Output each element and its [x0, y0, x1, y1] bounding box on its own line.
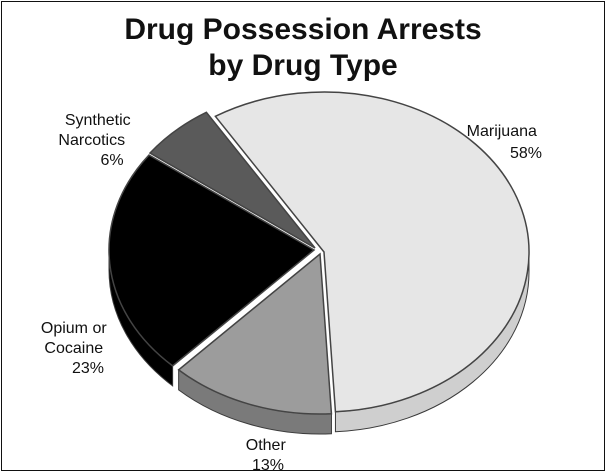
- slice-label-opium-cocaine-line-1: Opium or: [41, 320, 107, 337]
- slice-value-marijuana: 58%: [510, 145, 542, 162]
- slice-label-other-line-1: Other: [246, 437, 287, 454]
- slice-label-opium-cocaine: Opium or Cocaine 23%: [41, 320, 111, 377]
- slice-label-opium-cocaine-line-2: Cocaine: [44, 340, 103, 357]
- slice-value-synthetic-narcotics: 6%: [100, 152, 123, 169]
- pie-layer: [109, 92, 529, 434]
- slice-label-other: Other 13%: [246, 437, 290, 472]
- slice-label-synthetic-narcotics-line-1: Synthetic: [65, 112, 131, 129]
- slice-label-marijuana-line-1: Marijuana: [467, 123, 537, 140]
- slice-label-synthetic-narcotics: Synthetic Narcotics 6%: [58, 112, 135, 169]
- slice-value-opium-cocaine: 23%: [72, 360, 104, 377]
- slice-label-synthetic-narcotics-line-2: Narcotics: [58, 132, 125, 149]
- slice-value-other: 13%: [252, 457, 284, 472]
